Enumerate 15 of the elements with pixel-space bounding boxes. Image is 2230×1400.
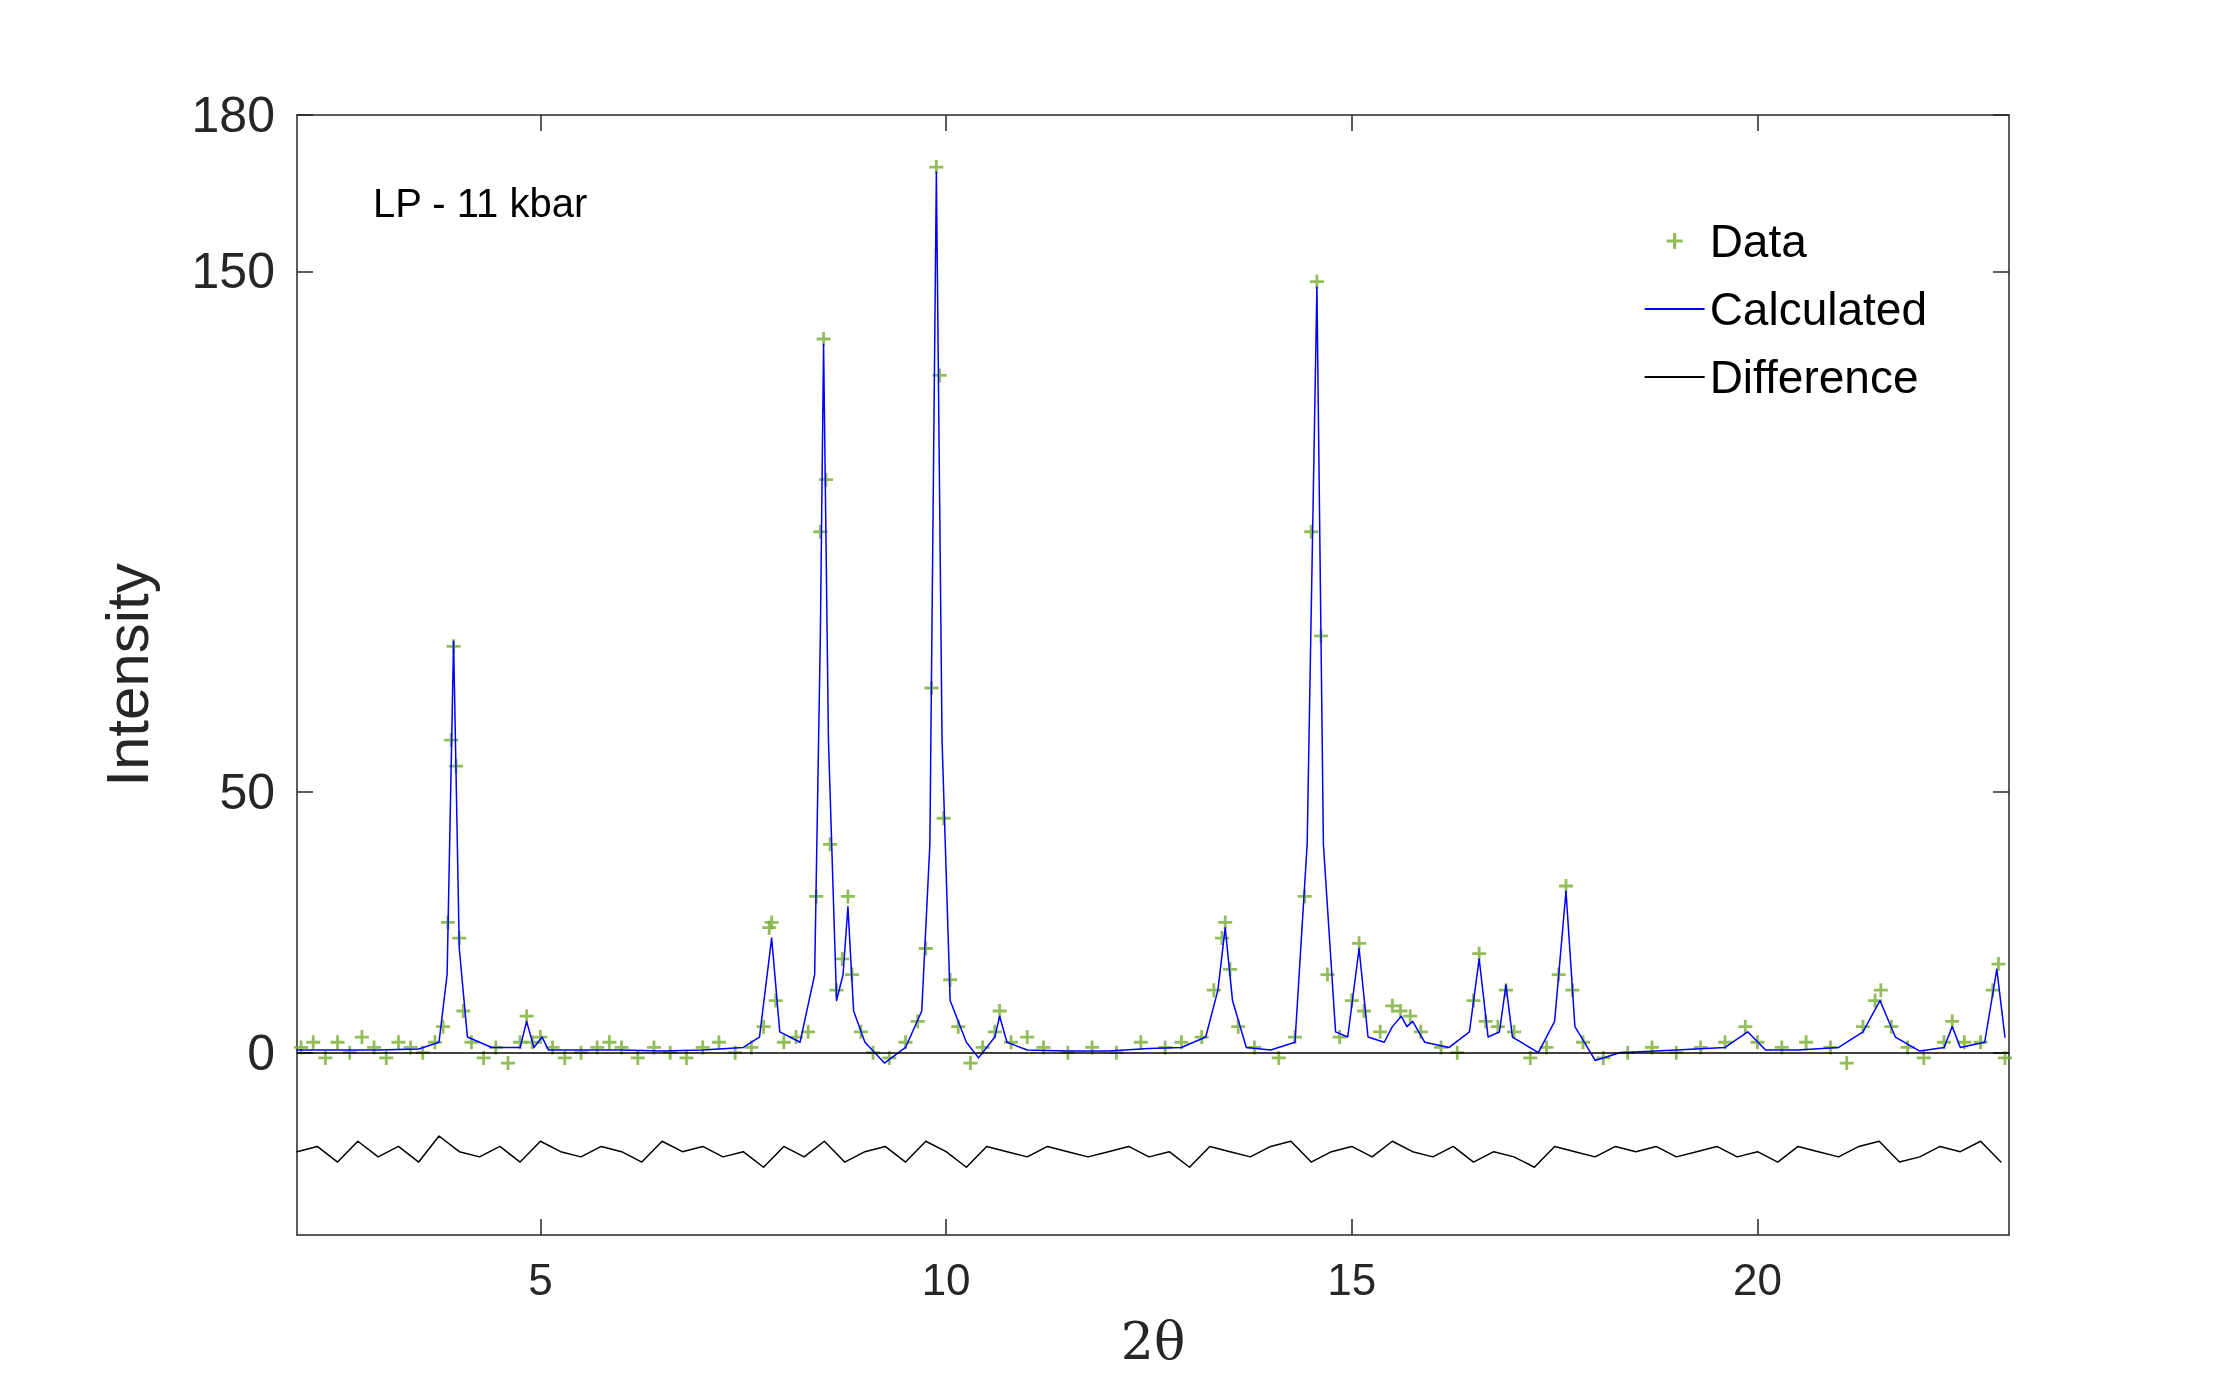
x-tick-label: 5 [528,1254,553,1304]
annotation: LP - 11 kbar [373,181,588,225]
x-axis-title: 2θ [1120,1311,1186,1371]
y-tick-label: 180 [191,87,275,143]
y-axis-title: Intensity [93,563,161,787]
y-tick-label: 50 [219,764,275,821]
x-tick-label: 15 [1327,1254,1377,1304]
legend-label: Calculated [1709,283,1927,335]
legend-label: Data [1709,215,1808,267]
line-series [296,1135,2002,1169]
y-tick-label: 150 [191,243,275,300]
x-tick-label: 20 [1733,1254,1782,1304]
y-tick-label: 0 [247,1024,275,1081]
x-tick-label: 10 [921,1254,971,1304]
legend-label: Difference [1709,351,1919,403]
